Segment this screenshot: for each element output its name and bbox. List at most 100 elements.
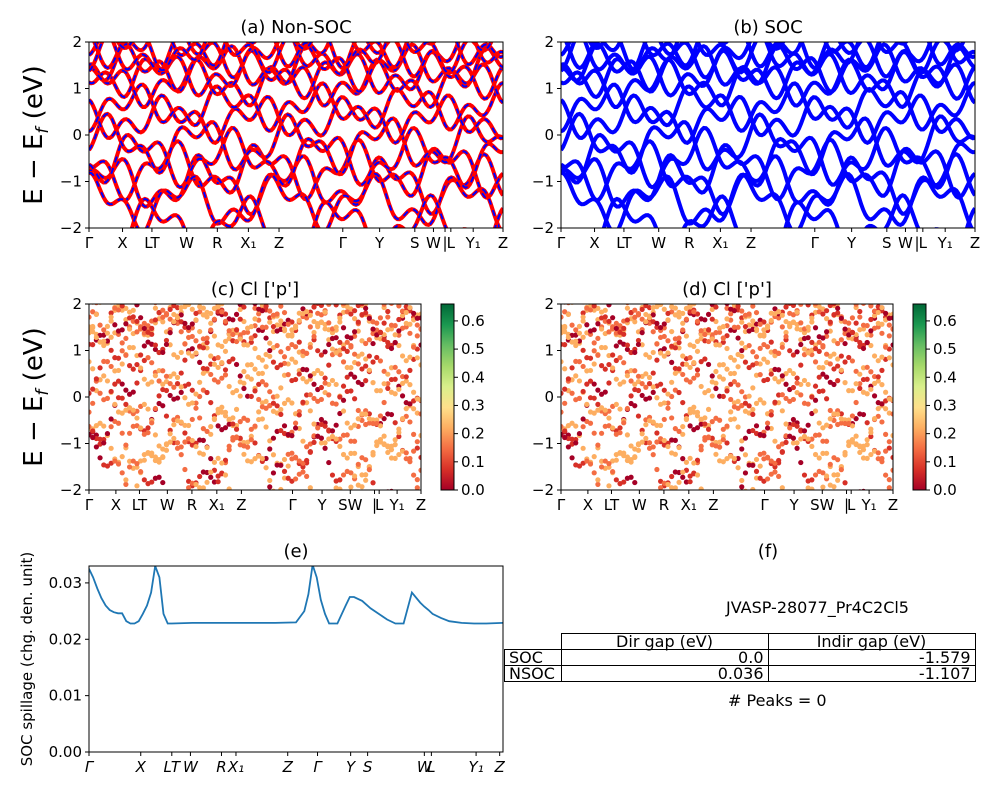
- proj-point: [340, 397, 347, 403]
- proj-point: [713, 451, 719, 457]
- x-tick-label: LT: [604, 496, 620, 514]
- proj-point: [352, 308, 358, 314]
- proj-point: [340, 304, 347, 307]
- proj-point: [315, 322, 321, 328]
- proj-point: [370, 380, 376, 386]
- proj-point: [186, 304, 192, 308]
- proj-point: [742, 452, 749, 458]
- proj-point: [654, 341, 660, 347]
- proj-point: [842, 359, 848, 365]
- proj-point: [414, 322, 420, 328]
- proj-point: [359, 411, 365, 417]
- x-tick-label: Z: [494, 758, 506, 776]
- y-tick-label: 2: [544, 295, 554, 313]
- proj-point: [329, 472, 336, 478]
- proj-point: [119, 348, 125, 354]
- proj-point: [267, 477, 273, 484]
- proj-point: [307, 344, 313, 350]
- proj-point: [374, 332, 380, 338]
- proj-point: [812, 342, 819, 348]
- proj-point: [178, 329, 184, 335]
- proj-point: [576, 338, 583, 344]
- proj-point: [104, 463, 111, 469]
- proj-point: [101, 492, 106, 497]
- proj-point: [599, 291, 604, 296]
- proj-point: [230, 331, 236, 338]
- proj-point: [104, 395, 111, 401]
- proj-point: [595, 305, 601, 311]
- proj-point: [418, 397, 421, 403]
- proj-point: [352, 473, 358, 479]
- proj-point: [561, 423, 564, 430]
- proj-point: [635, 341, 642, 348]
- proj-point: [352, 450, 358, 456]
- proj-point: [326, 392, 332, 398]
- proj-point: [256, 370, 262, 377]
- proj-point: [337, 486, 343, 490]
- proj-point: [337, 291, 342, 296]
- proj-point: [392, 391, 398, 397]
- proj-point: [639, 439, 645, 445]
- proj-point: [779, 408, 785, 414]
- proj-point: [846, 354, 852, 361]
- proj-point: [296, 339, 302, 345]
- proj-point: [104, 378, 111, 384]
- proj-point: [860, 447, 867, 453]
- proj-point: [806, 286, 811, 291]
- proj-point: [149, 450, 155, 456]
- proj-point: [665, 350, 671, 356]
- x-tick-label: Z: [708, 496, 718, 514]
- proj-point: [407, 382, 413, 388]
- proj-point: [167, 373, 173, 379]
- proj-point: [794, 349, 800, 355]
- proj-point: [580, 388, 586, 395]
- proj-point: [208, 431, 214, 437]
- proj-point: [739, 484, 745, 490]
- y-tick-label: 1: [544, 80, 554, 98]
- proj-point: [399, 393, 406, 399]
- proj-point: [385, 314, 391, 320]
- proj-point: [643, 371, 649, 377]
- proj-point: [705, 361, 712, 368]
- proj-point: [658, 304, 664, 308]
- proj-point: [93, 334, 99, 340]
- proj-point: [886, 355, 892, 361]
- y-tick-label: 1: [72, 342, 82, 360]
- proj-point: [639, 373, 645, 379]
- proj-point: [658, 381, 664, 387]
- band-line: [561, 57, 975, 110]
- proj-point: [879, 330, 885, 336]
- proj-point: [680, 469, 686, 475]
- proj-point: [245, 329, 251, 335]
- proj-point: [94, 500, 99, 505]
- proj-point: [683, 316, 690, 322]
- proj-point: [370, 449, 376, 456]
- proj-point: [197, 379, 203, 385]
- proj-point: [219, 460, 225, 466]
- proj-point: [646, 395, 653, 401]
- x-tick-label: R: [659, 496, 669, 514]
- proj-point: [643, 514, 648, 519]
- proj-point: [680, 399, 686, 406]
- proj-point: [219, 343, 225, 349]
- proj-point: [219, 404, 225, 410]
- proj-point: [606, 461, 612, 467]
- proj-point: [300, 399, 306, 405]
- proj-point: [687, 455, 693, 461]
- proj-point: [676, 479, 682, 485]
- proj-point: [326, 320, 332, 326]
- proj-point: [160, 479, 166, 486]
- proj-point: [720, 459, 726, 465]
- proj-point: [119, 410, 125, 416]
- bands-b: [561, 42, 975, 228]
- proj-point: [628, 474, 634, 480]
- proj-point: [186, 350, 192, 356]
- proj-point: [790, 384, 797, 391]
- proj-point: [886, 485, 892, 490]
- proj-point: [864, 340, 870, 346]
- proj-point: [197, 359, 203, 365]
- proj-point: [561, 409, 564, 415]
- proj-point: [798, 341, 804, 348]
- proj-point: [245, 417, 251, 423]
- proj-point: [731, 379, 737, 385]
